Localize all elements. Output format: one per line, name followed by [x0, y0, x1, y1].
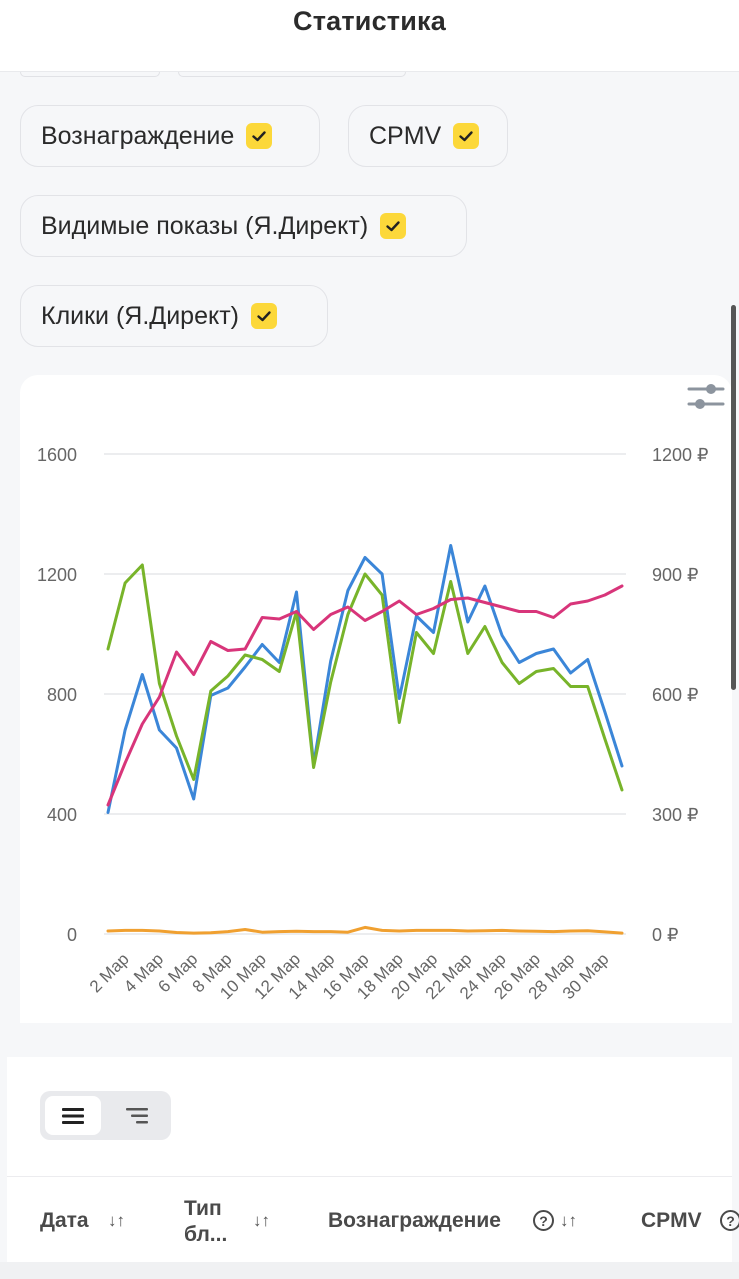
column-header-date[interactable]: Дата	[40, 1209, 89, 1232]
view-toggle[interactable]	[40, 1091, 171, 1140]
y-left-tick-label: 800	[47, 685, 77, 705]
series-line-2	[106, 584, 624, 807]
series-line-3	[106, 925, 624, 935]
filter-chip-cpmv[interactable]: CPMV	[348, 105, 508, 167]
sort-icon[interactable]: ↓↑	[560, 1211, 577, 1230]
y-right-tick-label: 900 ₽	[652, 565, 699, 585]
filter-chip-label: CPMV	[369, 121, 442, 150]
tree-list-icon	[126, 1107, 148, 1123]
column-header-line: Тип	[184, 1197, 222, 1220]
filter-chip-label: Вознаграждение	[41, 121, 235, 150]
checkmark-icon	[380, 213, 407, 239]
checkmark-icon	[453, 123, 480, 149]
filter-chip-visible-impressions[interactable]: Видимые показы (Я.Директ)	[20, 195, 467, 257]
y-right-tick-label: 0 ₽	[652, 925, 678, 945]
y-left-tick-label: 400	[47, 805, 77, 825]
filter-chip-label: Видимые показы (Я.Директ)	[41, 211, 369, 240]
column-header-cpmv[interactable]: CPMV	[641, 1209, 702, 1232]
filter-chip-reward[interactable]: Вознаграждение	[20, 105, 320, 167]
page-title: Статистика	[293, 6, 446, 36]
sort-icon[interactable]: ↓↑	[253, 1211, 270, 1230]
checkmark-icon	[251, 303, 277, 329]
y-left-tick-label: 1200	[37, 565, 77, 585]
list-icon	[62, 1107, 84, 1124]
filter-chip-clicks[interactable]: Клики (Я.Директ)	[20, 285, 328, 347]
column-header-reward[interactable]: Вознаграждение	[328, 1209, 501, 1232]
table-row-edge	[0, 1262, 739, 1279]
help-icon[interactable]: ?	[533, 1210, 554, 1231]
y-right-tick-label: 300 ₽	[652, 805, 699, 825]
y-right-tick-label: 1200 ₽	[652, 445, 709, 465]
help-icon[interactable]: ?	[720, 1210, 739, 1231]
y-right-tick-label: 600 ₽	[652, 685, 699, 705]
table-divider	[7, 1176, 732, 1177]
series-line-1	[106, 563, 624, 792]
chart-settings-icon[interactable]	[686, 380, 726, 414]
list-view-button[interactable]	[45, 1096, 101, 1135]
sort-icon[interactable]: ↓↑	[108, 1211, 125, 1230]
scrollbar-thumb[interactable]	[731, 305, 736, 690]
series-line-0	[106, 544, 624, 814]
header-bar: Статистика	[0, 0, 739, 72]
filter-chip-label: Клики (Я.Директ)	[41, 301, 239, 330]
column-header-block-type[interactable]: Тип бл...	[184, 1196, 227, 1248]
y-left-tick-label: 0	[67, 925, 77, 945]
tree-view-button[interactable]	[109, 1096, 165, 1135]
scrolled-chip-row	[0, 72, 739, 78]
chart-card	[20, 375, 732, 1023]
y-left-tick-label: 1600	[37, 445, 77, 465]
checkmark-icon	[246, 123, 273, 149]
column-header-line: бл...	[184, 1223, 228, 1246]
